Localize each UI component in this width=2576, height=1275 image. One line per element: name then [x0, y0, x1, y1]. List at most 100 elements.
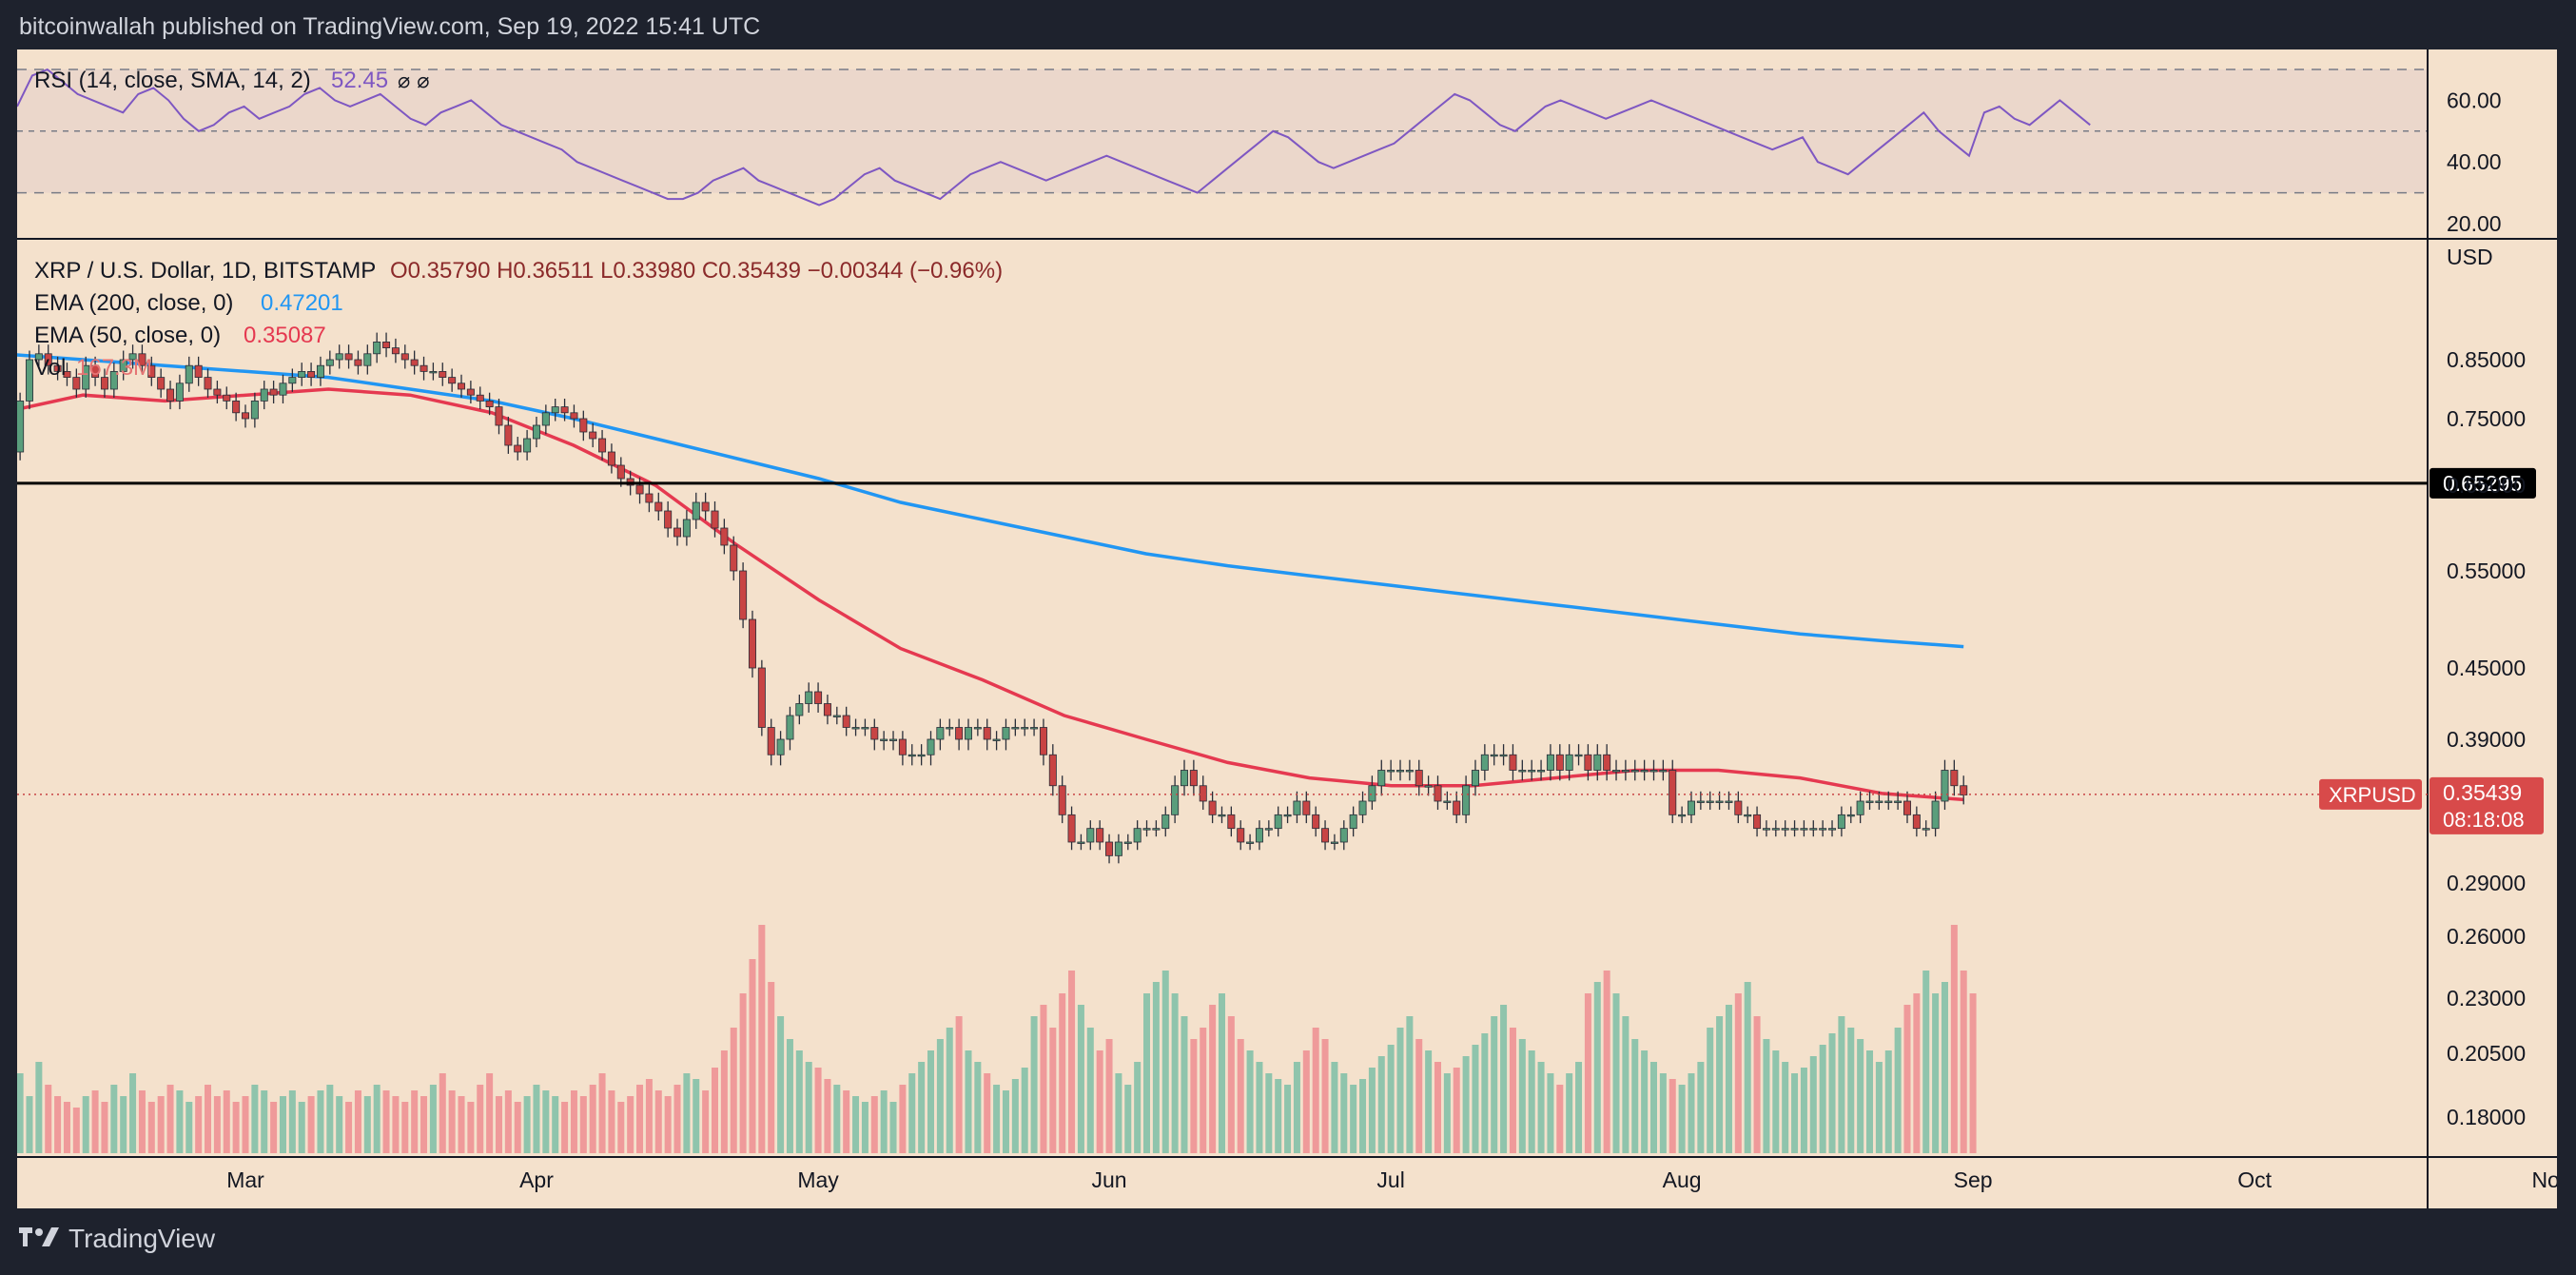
volume-bar [955, 1016, 963, 1153]
volume-bar [1302, 1050, 1310, 1153]
volume-bar [1453, 1068, 1460, 1153]
candle-body [175, 382, 184, 402]
volume-bar [861, 1102, 868, 1153]
candle-body [1593, 754, 1602, 771]
volume-bar [984, 1073, 991, 1153]
volume-bar [1059, 993, 1066, 1153]
candle-body [1123, 841, 1132, 844]
candle-body [1584, 754, 1592, 771]
horizontal-level-tag [2430, 467, 2536, 499]
candle-body [1133, 828, 1142, 843]
candle-body [1171, 785, 1180, 815]
symbol-tag-label: XRPUSD [2329, 783, 2416, 807]
volume-bar [1443, 1073, 1451, 1153]
candle-body [1434, 785, 1442, 802]
volume-bar [336, 1096, 343, 1153]
candle-body [1424, 785, 1433, 788]
volume-bar [946, 1028, 953, 1153]
candle-body [354, 359, 362, 366]
candle-body [298, 370, 306, 378]
volume-bar [1472, 1045, 1479, 1153]
candle-body [598, 438, 607, 453]
volume-bar [1293, 1062, 1300, 1153]
candle-body [560, 406, 569, 414]
volume-bar [1650, 1062, 1657, 1153]
candle-body [1734, 800, 1743, 815]
candle-body [335, 353, 343, 361]
volume-bar [927, 1050, 935, 1153]
candle-body [1744, 814, 1752, 817]
volume-bar [1509, 1028, 1516, 1153]
price-tick-label: 0.18000 [2447, 1105, 2526, 1129]
rsi-line [17, 68, 2091, 206]
candle-body [1612, 770, 1621, 773]
candle-body [1555, 754, 1564, 771]
candle-body [1471, 770, 1479, 787]
volume-bar [1725, 1005, 1732, 1153]
published-info: bitcoinwallah published on TradingView.c… [19, 13, 761, 40]
volume-bar [382, 1090, 390, 1153]
volume-bar [270, 1102, 278, 1153]
candle-body [1669, 770, 1677, 815]
candle-body [936, 727, 945, 740]
candle-body [458, 382, 466, 390]
candle-body [91, 364, 100, 379]
volume-bar [570, 1090, 577, 1153]
candle-body [241, 412, 249, 420]
candle-body [1819, 828, 1827, 831]
price-tick-label: 0.26000 [2447, 924, 2526, 949]
candle-body [823, 703, 831, 716]
price-tick-label: 0.20500 [2447, 1041, 2526, 1066]
volume-bar [345, 1102, 353, 1153]
candle-body [1706, 800, 1714, 803]
volume-bar [552, 1096, 559, 1153]
volume-bar [1950, 925, 1958, 1153]
volume-bar [1782, 1062, 1789, 1153]
ema200-legend-value: 0.47201 [261, 290, 343, 316]
candle-body [964, 727, 972, 740]
volume-bar [223, 1090, 230, 1153]
volume-bar [120, 1096, 127, 1153]
volume-bar [1350, 1085, 1357, 1153]
candle-body [1781, 828, 1789, 831]
ema50-legend-value: 0.35087 [244, 323, 326, 348]
candle-body [495, 406, 503, 426]
candle-body [185, 364, 193, 384]
candle-body [589, 431, 597, 440]
ema200-legend-label: EMA (200, close, 0) [34, 290, 233, 316]
candle-body [63, 370, 71, 378]
candle-body [223, 394, 231, 402]
candle-body [1941, 770, 1949, 802]
candle-body [889, 738, 898, 741]
volume-bar [504, 1090, 512, 1153]
candle-body [1790, 828, 1799, 831]
volume-bar [1688, 1073, 1695, 1153]
volume-bar [1256, 1062, 1263, 1153]
candle-body [410, 359, 419, 366]
candle-body [654, 501, 663, 512]
volume-bar [720, 1050, 728, 1153]
candle-body [739, 570, 748, 620]
volume-bar [693, 1079, 700, 1153]
candle-body [664, 510, 673, 529]
candle-body [776, 738, 785, 755]
x-axis-label: Mar [226, 1167, 264, 1192]
candle-body [1181, 770, 1189, 787]
chart-area[interactable]: 60.00 40.00 20.00 RSI (14, close, SMA, 14, … [17, 49, 2557, 1208]
candle-body [1161, 814, 1170, 830]
volume-bar [673, 1085, 681, 1153]
volume-bar [833, 1085, 841, 1153]
price-tick-label: 0.55000 [2447, 559, 2526, 583]
candle-body [429, 370, 438, 374]
volume-bar [195, 1096, 203, 1153]
volume-bar [1491, 1016, 1498, 1153]
volume-bar [373, 1085, 381, 1153]
price-legend-symbol: XRP / U.S. Dollar, 1D, BITSTAMP [34, 258, 376, 284]
candle-body [119, 359, 127, 372]
candle-body [1960, 785, 1968, 795]
candle-body [1912, 814, 1921, 830]
volume-bar [1105, 1039, 1113, 1153]
volume-bar [918, 1062, 926, 1153]
candle-body [514, 444, 522, 453]
volume-bar [467, 1102, 475, 1153]
